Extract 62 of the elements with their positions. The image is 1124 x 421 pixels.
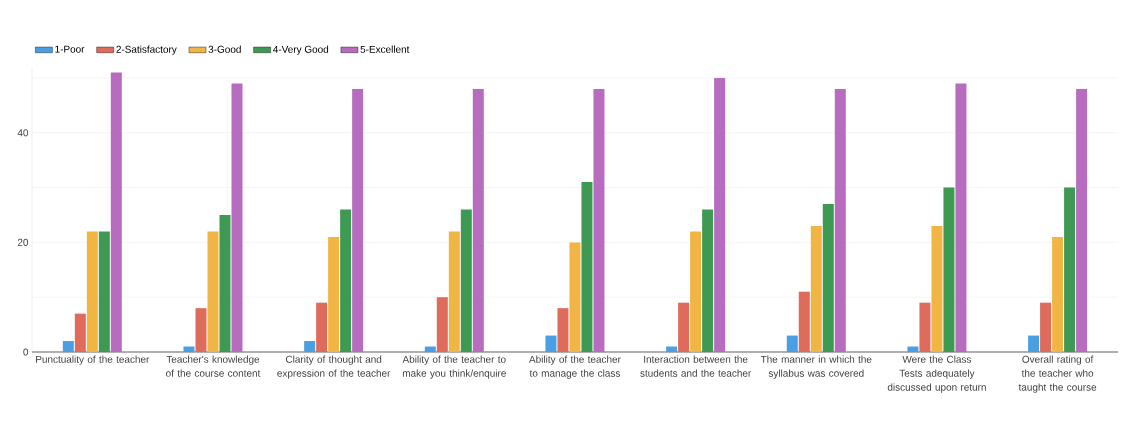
bar (690, 231, 702, 352)
bar (316, 302, 328, 352)
bar (472, 88, 484, 352)
bar (786, 335, 798, 352)
bar (557, 308, 569, 352)
bar (1028, 335, 1040, 352)
x-tick-label: Ability of the teacher to make you think/enquire (402, 355, 506, 379)
x-tick-label: Punctuality of the teacher (36, 355, 150, 365)
bar (810, 225, 822, 352)
bar (448, 231, 460, 352)
bar (436, 297, 448, 352)
bar (1076, 88, 1088, 352)
bar (907, 346, 919, 352)
x-tick-label: Overall rating of the teacher who taught the course (1018, 355, 1097, 393)
bar (98, 231, 110, 352)
bar (834, 88, 846, 352)
x-tick-label: Were the Class Tests adequately discussed upon return (887, 355, 986, 393)
y-tick-label: 0 (23, 348, 29, 356)
x-tick-label: Ability of the teacher to manage the class (529, 355, 621, 379)
bar (1052, 236, 1064, 352)
x-tick-label: Clarity of thought and expression of the teacher (277, 355, 391, 379)
bar (183, 346, 195, 352)
bar (955, 83, 967, 352)
bar (207, 231, 219, 352)
bar (304, 341, 316, 352)
legend-label: 4-Very Good (273, 45, 329, 55)
bar (581, 182, 593, 352)
bar (74, 313, 86, 352)
bar (1040, 302, 1052, 352)
bar (702, 209, 714, 352)
y-tick-label: 40 (17, 129, 29, 137)
bar (1064, 187, 1076, 352)
bar (943, 187, 955, 352)
bar (110, 72, 122, 352)
bar (219, 214, 231, 352)
legend-label: 3-Good (208, 45, 241, 53)
legend-label: 1-Poor (55, 45, 85, 53)
bar (822, 204, 834, 352)
legend-label: 5-Excellent (360, 45, 410, 53)
bar (593, 88, 605, 352)
bar (919, 302, 931, 352)
bar (931, 225, 943, 352)
bar (666, 346, 678, 352)
bar (798, 291, 810, 352)
bar (195, 308, 207, 352)
x-tick-label: Teacher's knowledge of the course content (166, 355, 261, 377)
bar (678, 302, 690, 352)
bar (340, 209, 352, 352)
bar (424, 346, 436, 352)
bar (714, 77, 726, 352)
bar (62, 341, 74, 352)
x-tick-label: The manner in which the syllabus was covered (760, 355, 872, 379)
bar (569, 242, 581, 352)
bar (328, 236, 340, 352)
bar (460, 209, 472, 352)
y-tick-label: 20 (17, 238, 29, 246)
bar (231, 83, 243, 352)
x-tick-label: Interaction between the students and the teacher (640, 355, 752, 377)
legend-label: 2-Satisfactory (116, 45, 177, 55)
bar (352, 88, 364, 352)
bar (545, 335, 557, 352)
bar (86, 231, 98, 352)
